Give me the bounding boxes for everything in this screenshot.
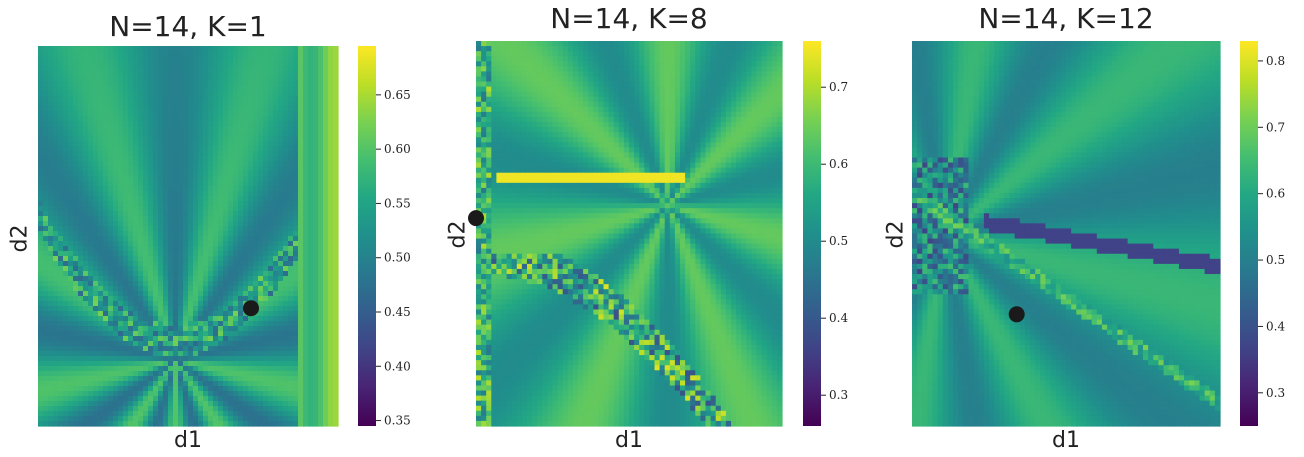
x-axis-label: d1 (1052, 428, 1080, 453)
y-axis-label: d2 (7, 224, 33, 253)
x-axis-label: d1 (174, 428, 202, 453)
optimum-marker (1008, 306, 1025, 323)
chart-title: N=14, K=8 (550, 2, 708, 35)
colorbar-tick-label: 0.3 (1266, 386, 1285, 400)
colorbar-tick-label: 0.7 (1266, 120, 1285, 134)
colorbar-gradient (358, 46, 376, 426)
colorbar-tick-label: 0.5 (829, 234, 848, 248)
chart-title: N=14, K=1 (109, 10, 267, 43)
colorbar-tick-label: 0.7 (829, 80, 848, 94)
heatmap-cells (912, 41, 1221, 427)
colorbar-tick-label: 0.5 (1266, 253, 1285, 267)
optimum-marker (468, 210, 484, 227)
optimum-marker (243, 300, 259, 317)
heatmap-cells (38, 46, 339, 427)
colorbar-tick-label: 0.4 (829, 311, 848, 325)
colorbar-tick-label: 0.50 (384, 251, 411, 265)
x-axis-label: d1 (615, 428, 643, 453)
colorbar-tick-label: 0.40 (384, 359, 411, 373)
heatmap (468, 41, 783, 427)
y-axis-label: d2 (883, 220, 909, 249)
colorbar: 0.35 0.40 0.45 0.50 0.55 0.60 0.65 (358, 46, 411, 428)
colorbar-tick-label: 0.35 (384, 414, 411, 428)
colorbar-gradient (1240, 41, 1258, 426)
heatmap (912, 41, 1221, 427)
colorbar-tick-label: 0.65 (384, 88, 411, 102)
heatmap-cells (476, 41, 783, 427)
colorbar-tick-label: 0.6 (1266, 187, 1285, 201)
colorbar-tick-label: 0.6 (829, 157, 848, 171)
chart-title: N=14, K=12 (978, 2, 1154, 35)
colorbar-tick-label: 0.45 (384, 305, 411, 319)
colorbar-tick-label: 0.8 (1266, 54, 1285, 68)
colorbar: 0.3 0.4 0.5 0.6 0.7 (803, 41, 848, 426)
heatmap (38, 46, 339, 427)
y-axis-label: d2 (445, 220, 471, 249)
colorbar-tick-label: 0.4 (1266, 319, 1285, 333)
colorbar-gradient (803, 41, 821, 426)
colorbar-tick-label: 0.60 (384, 142, 411, 156)
colorbar: 0.3 0.4 0.5 0.6 0.7 0.8 (1240, 41, 1285, 426)
colorbar-tick-label: 0.55 (384, 196, 411, 210)
colorbar-tick-label: 0.3 (829, 388, 848, 402)
